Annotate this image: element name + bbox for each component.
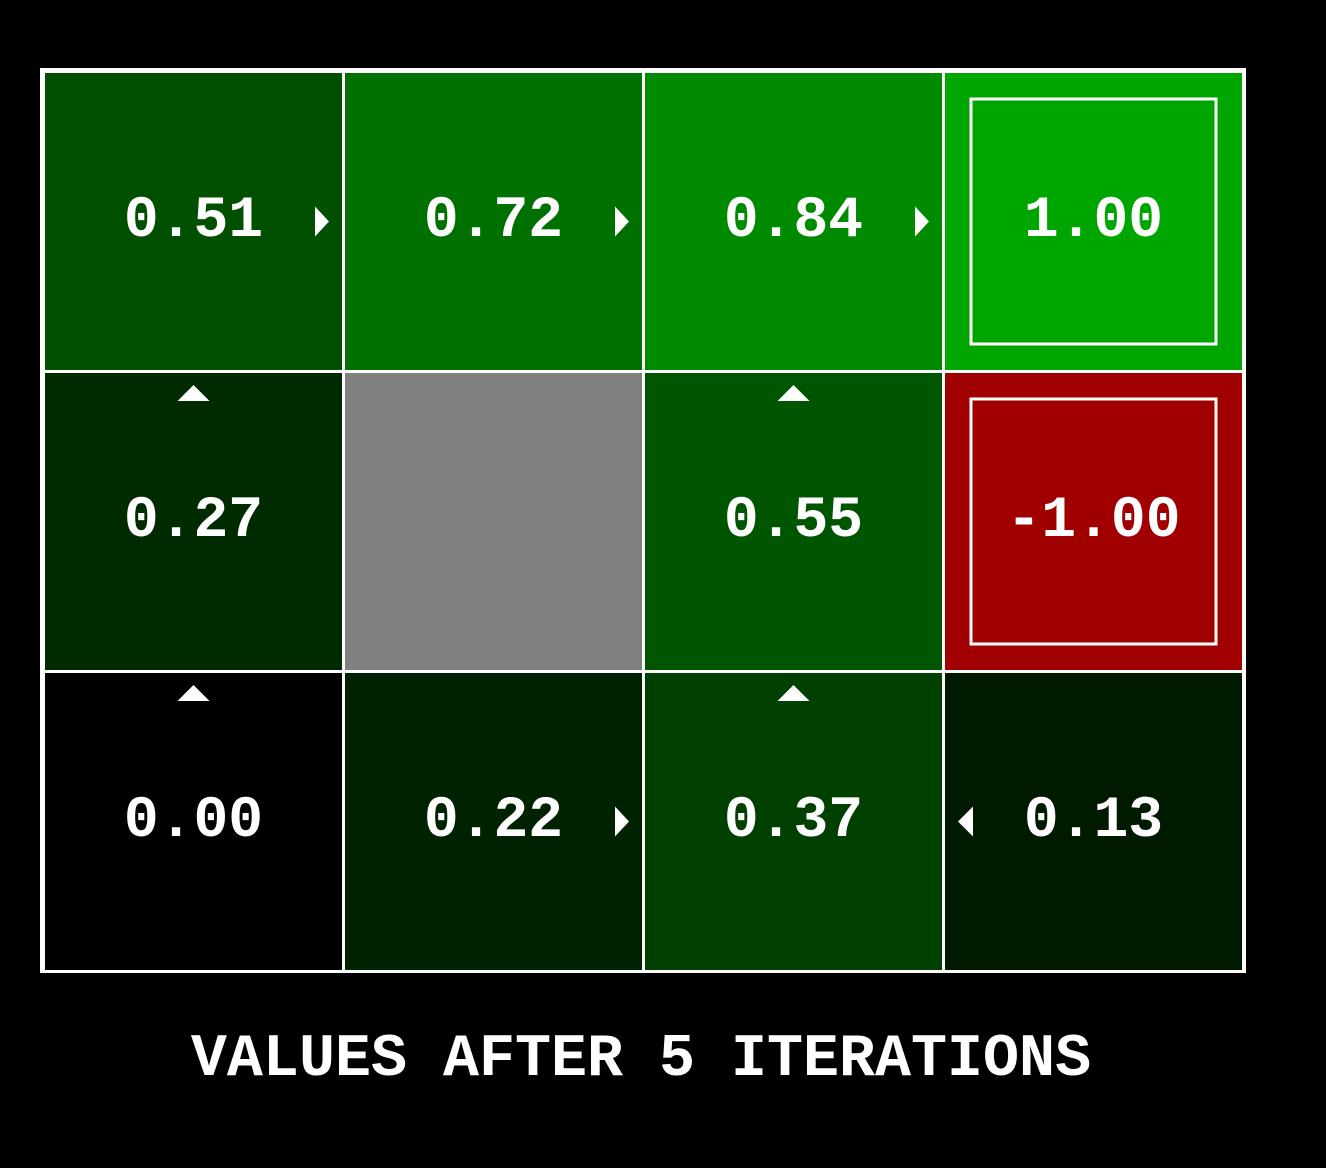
cell-value: 0.51 xyxy=(124,189,263,254)
policy-arrow xyxy=(177,685,210,701)
cell-value: 0.22 xyxy=(424,789,563,854)
cell xyxy=(45,73,342,370)
cell-value: -1.00 xyxy=(1006,489,1180,554)
policy-arrow xyxy=(777,685,810,701)
title: VALUES AFTER 5 ITERATIONS xyxy=(191,1026,1091,1094)
grid: 0.51 0.72 0.84 1.00 0.27 0.55 -1.00 0.00 0.22 0.3… xyxy=(45,73,1242,970)
cell-value: 0.13 xyxy=(1024,789,1163,854)
policy-arrow xyxy=(177,385,210,401)
cell-value: 0.27 xyxy=(124,489,263,554)
policy-arrow xyxy=(915,206,929,237)
cell xyxy=(645,673,942,970)
cell xyxy=(945,673,1242,970)
cell-value: 0.37 xyxy=(724,789,863,854)
cell-value: 0.55 xyxy=(724,489,863,554)
policy-arrow xyxy=(777,385,810,401)
cell-value: 0.72 xyxy=(424,189,563,254)
cell xyxy=(45,373,342,670)
cell xyxy=(645,373,942,670)
cell-value: 1.00 xyxy=(1024,189,1163,254)
policy-arrow xyxy=(615,206,629,237)
policy-arrow xyxy=(315,206,329,237)
cell-value: 0.84 xyxy=(724,189,863,254)
wall-cell xyxy=(345,373,642,670)
cell xyxy=(945,73,1242,370)
cell-value: 0.00 xyxy=(124,789,263,854)
cell xyxy=(45,673,342,970)
terminal-box xyxy=(969,397,1218,646)
policy-arrow xyxy=(615,806,629,837)
terminal-box xyxy=(969,97,1218,346)
policy-arrow xyxy=(958,806,973,837)
cell xyxy=(345,673,642,970)
cell xyxy=(645,73,942,370)
cell xyxy=(345,73,642,370)
cell xyxy=(945,373,1242,670)
